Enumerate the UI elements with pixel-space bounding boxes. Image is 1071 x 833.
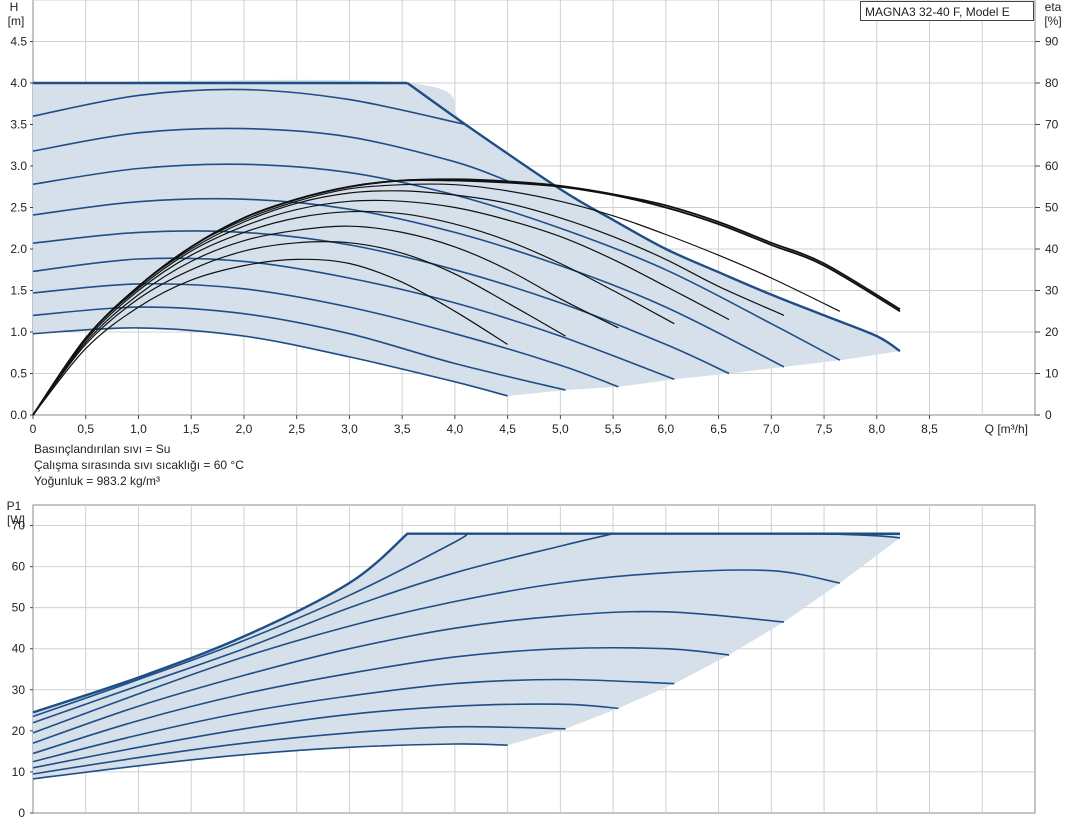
y-tick-label: 30 (12, 683, 26, 697)
x-tick-label: 0 (30, 422, 37, 436)
efficiency-curve (32, 210, 675, 416)
y-tick-label: 4.0 (10, 76, 27, 90)
y-tick-label: 50 (12, 601, 26, 615)
power-curve (32, 647, 730, 755)
x-tick-label: 2,5 (288, 422, 305, 436)
efficiency-curve (32, 178, 901, 416)
model-label: MAGNA3 32-40 F, Model E (860, 1, 1034, 21)
y2-axis-label: eta (1045, 0, 1062, 14)
x-tick-label: 8,5 (921, 422, 938, 436)
y-tick-label: 20 (12, 724, 26, 738)
y-tick-label: 2.5 (10, 201, 27, 215)
operating-area (33, 79, 900, 396)
y2-tick-label: 50 (1045, 201, 1059, 215)
y-tick-label: 0.5 (10, 367, 27, 381)
x-axis-label: Q [m³/h] (985, 422, 1028, 436)
max-head-curve (33, 81, 901, 353)
y-axis-unit: [W] (7, 513, 25, 527)
x-tick-label: 6,5 (710, 422, 727, 436)
y2-tick-label: 90 (1045, 35, 1059, 49)
y-tick-label: 0.0 (10, 408, 27, 422)
head-curve (32, 127, 508, 182)
y-tick-label: 1.5 (10, 284, 27, 298)
y2-tick-label: 70 (1045, 118, 1059, 132)
power-curve (32, 678, 675, 763)
power-curve (32, 532, 614, 724)
power-curve (32, 533, 468, 718)
y-tick-label: 4.5 (10, 35, 27, 49)
head-curve (32, 197, 785, 368)
y2-tick-label: 80 (1045, 76, 1059, 90)
x-tick-label: 3,0 (341, 422, 358, 436)
y-tick-label: 2.0 (10, 242, 27, 256)
head-curve (32, 327, 508, 397)
power-curve (32, 725, 566, 775)
head-efficiency-chart: 0.0 0.5 1.0 1.5 2.0 2.5 3.0 3.5 4.0 4.5 0 10 20 30 40 5… (8, 0, 1062, 436)
head-curve (32, 230, 730, 375)
y2-tick-label: 20 (1045, 325, 1059, 339)
x-tick-label: 2,0 (236, 422, 253, 436)
power-curve (32, 569, 841, 734)
head-curve (32, 282, 619, 388)
y-tick-label: 3.0 (10, 159, 27, 173)
y-axis-unit: [m] (8, 14, 25, 28)
x-tick-label: 5,5 (605, 422, 622, 436)
head-curve (32, 257, 675, 381)
y-tick-label: 70 (12, 519, 26, 533)
efficiency-curve (32, 225, 619, 416)
efficiency-curve (32, 241, 566, 416)
y-tick-label: 3.5 (10, 118, 27, 132)
y2-tick-label: 60 (1045, 159, 1059, 173)
x-tick-label: 5,0 (552, 422, 569, 436)
power-chart: 0 10 20 30 40 50 60 70 P1[W] (7, 499, 1036, 820)
power-curve (32, 743, 508, 780)
efficiency-curve (32, 199, 730, 416)
y2-axis-unit: [%] (1044, 14, 1061, 28)
x-tick-label: 1,5 (183, 422, 200, 436)
y-tick-label: 10 (12, 765, 26, 779)
y-tick-label: 1.0 (10, 325, 27, 339)
density-label: Yoğunluk = 983.2 kg/m³ (34, 474, 160, 488)
y-tick-label: 0 (18, 806, 25, 820)
y-tick-label: 40 (12, 642, 26, 656)
x-tick-label: 8,0 (868, 422, 885, 436)
y2-tick-label: 40 (1045, 242, 1059, 256)
power-curve (32, 610, 785, 744)
x-tick-label: 4,0 (447, 422, 464, 436)
x-tick-label: 0,5 (77, 422, 94, 436)
x-tick-label: 3,5 (394, 422, 411, 436)
x-tick-label: 7,0 (763, 422, 780, 436)
y-axis-label: H (10, 0, 19, 14)
power-curve (32, 703, 619, 769)
x-tick-label: 7,5 (816, 422, 833, 436)
y-axis-label: P1 (7, 499, 22, 513)
y2-tick-label: 10 (1045, 367, 1059, 381)
y-tick-label: 60 (12, 560, 26, 574)
fluid-label: Basınçlandırılan sıvı = Su (34, 442, 171, 456)
efficiency-curve (32, 258, 508, 416)
x-tick-label: 6,0 (657, 422, 674, 436)
x-tick-label: 4,5 (499, 422, 516, 436)
head-curve (32, 88, 466, 126)
max-power-curve (32, 532, 900, 714)
y2-tick-label: 0 (1045, 408, 1052, 422)
temperature-label: Çalışma sırasında sıvı sıcaklığı = 60 °C (34, 458, 244, 472)
y2-tick-label: 30 (1045, 284, 1059, 298)
x-tick-label: 1,0 (130, 422, 147, 436)
